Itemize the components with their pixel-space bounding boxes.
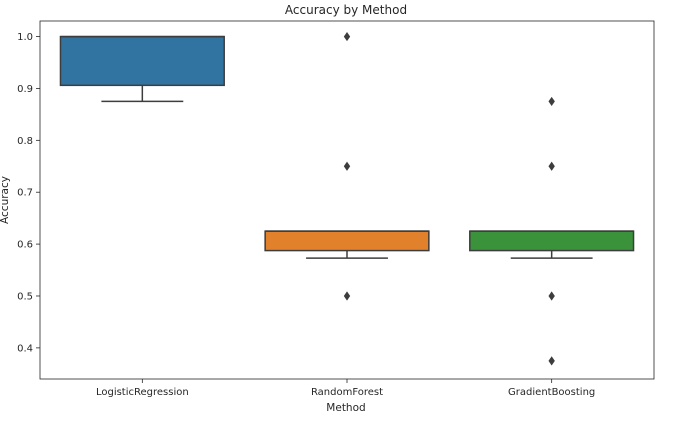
x-tick-label: LogisticRegression [96,387,189,398]
y-tick-label: 0.9 [17,84,33,95]
outlier-point [548,291,555,301]
y-tick-label: 1.0 [17,32,33,43]
box-group [264,31,430,301]
y-tick-label: 0.8 [17,136,33,147]
x-tick-label: GradientBoosting [508,387,595,398]
plot-area-frame [39,20,655,380]
outlier-point [548,96,555,107]
y-tick-label: 0.7 [17,188,33,199]
y-tick-label: 0.6 [17,240,33,251]
x-axis-label: Method [326,402,365,414]
box-iqr [264,230,430,252]
box-group [469,96,635,366]
chart-title: Accuracy by Method [285,3,407,17]
outlier-point [548,356,555,366]
axis-ticks: 0.4 0.5 0.6 0.7 0.8 0.9 1.0 LogisticRegression R… [17,32,595,398]
outlier-point [343,161,351,171]
box-iqr [59,35,225,87]
outlier-point [548,161,555,171]
plot-marks [59,31,635,366]
box-iqr [469,230,635,252]
outlier-point [343,31,351,42]
box-group [59,35,225,103]
y-tick-label: 0.5 [17,291,33,302]
y-axis-label: Accuracy [0,176,11,224]
x-tick-label: RandomForest [311,387,383,398]
outlier-point [343,291,351,301]
y-tick-label: 0.4 [17,343,33,354]
